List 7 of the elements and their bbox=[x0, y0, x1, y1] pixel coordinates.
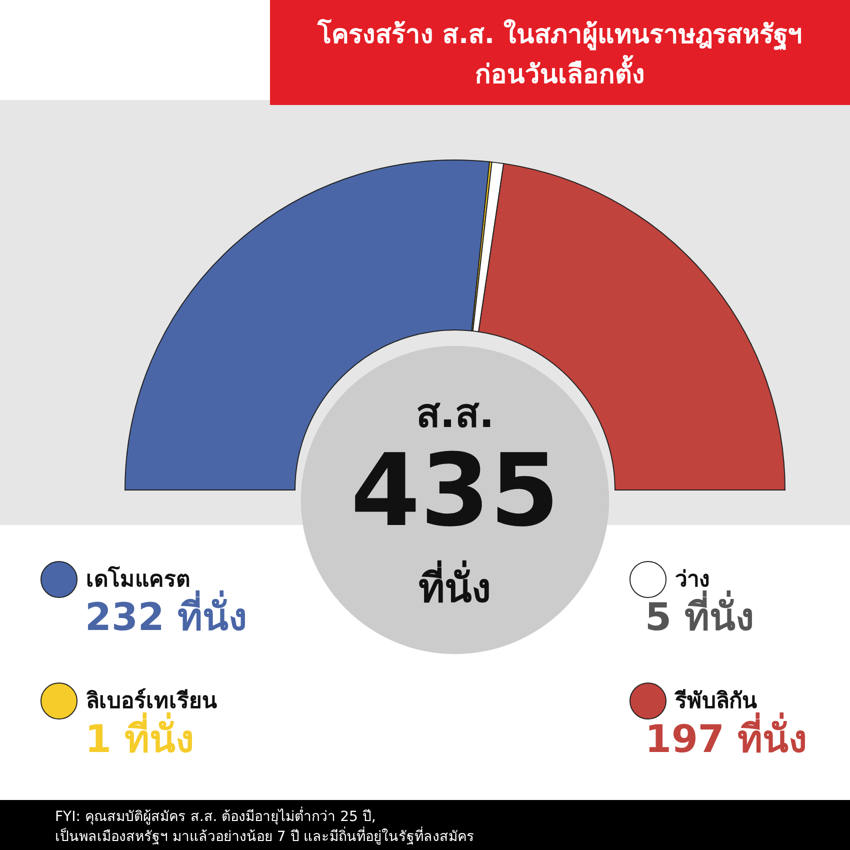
legend-label: เดโมแครต bbox=[86, 565, 190, 592]
legend-label: รีพับลิกัน bbox=[674, 689, 757, 714]
legend-label: ลิเบอร์เทเรียน bbox=[86, 688, 217, 714]
text: ที่นั่ง bbox=[418, 560, 492, 612]
text: เป็นพลเมืองสหรัฐฯ มาแล้วอย่างน้อย 7 ปี และมีถิ่นที่อยู่ในรัฐที่ลงสมัคร bbox=[55, 827, 475, 845]
text: FYI: คุณสมบัติผู้สมัคร ส.ส. ต้องมีอายุไม่ต่ำกว่า 25 ปี, bbox=[55, 807, 376, 825]
text: โครงสร้าง ส.ส. ในสภาผู้แทนราษฎรสหรัฐฯ bbox=[318, 20, 802, 50]
